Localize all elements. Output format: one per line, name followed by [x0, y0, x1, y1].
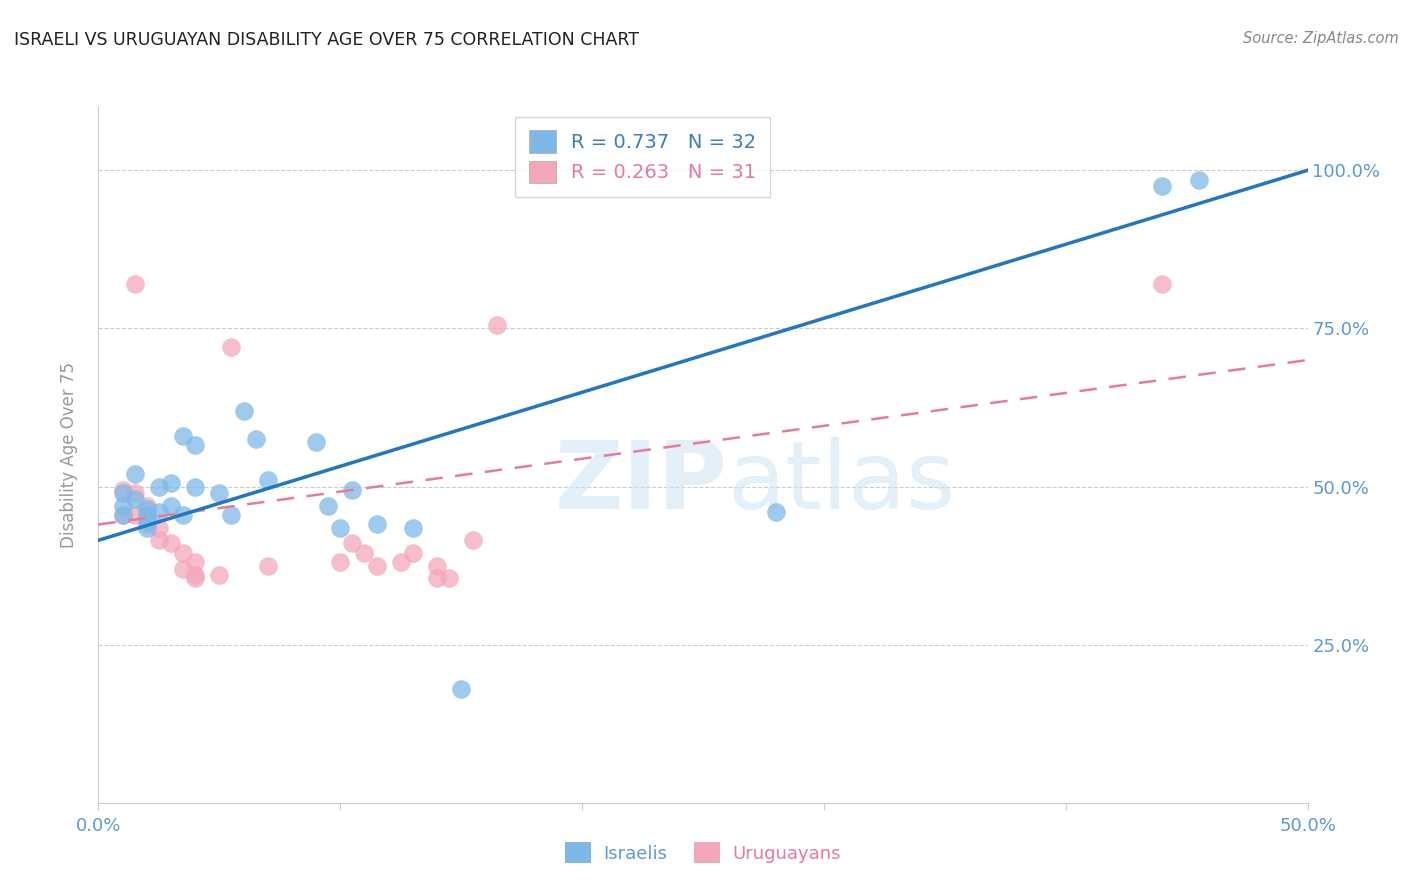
Point — [148, 521, 170, 535]
Point — [184, 438, 207, 452]
Point — [221, 340, 243, 354]
Point — [426, 571, 449, 585]
Point — [135, 501, 157, 516]
Point — [1152, 179, 1174, 194]
Point — [486, 318, 509, 333]
Point — [184, 568, 207, 582]
Point — [329, 556, 352, 570]
Point — [172, 546, 194, 560]
Point — [172, 562, 194, 576]
Point — [160, 536, 183, 550]
Point — [316, 499, 339, 513]
Legend: Israelis, Uruguayans: Israelis, Uruguayans — [558, 835, 848, 871]
Point — [111, 486, 134, 500]
Point — [184, 571, 207, 585]
Point — [111, 499, 134, 513]
Point — [366, 517, 388, 532]
Point — [160, 476, 183, 491]
Point — [184, 479, 207, 493]
Point — [426, 558, 449, 573]
Point — [135, 521, 157, 535]
Point — [389, 556, 412, 570]
Point — [450, 681, 472, 696]
Point — [111, 508, 134, 522]
Text: ISRAELI VS URUGUAYAN DISABILITY AGE OVER 75 CORRELATION CHART: ISRAELI VS URUGUAYAN DISABILITY AGE OVER… — [14, 31, 640, 49]
Point — [402, 546, 425, 560]
Point — [232, 403, 254, 417]
Point — [160, 499, 183, 513]
Point — [765, 505, 787, 519]
Point — [124, 486, 146, 500]
Point — [1188, 173, 1211, 187]
Y-axis label: Disability Age Over 75: Disability Age Over 75 — [59, 362, 77, 548]
Point — [305, 435, 328, 450]
Point — [111, 483, 134, 497]
Point — [124, 508, 146, 522]
Point — [437, 571, 460, 585]
Point — [245, 432, 267, 446]
Text: atlas: atlas — [727, 437, 956, 529]
Point — [402, 521, 425, 535]
Point — [463, 533, 485, 548]
Point — [221, 508, 243, 522]
Point — [172, 508, 194, 522]
Point — [342, 483, 364, 497]
Point — [208, 486, 231, 500]
Text: ZIP: ZIP — [554, 437, 727, 529]
Point — [111, 508, 134, 522]
Point — [184, 556, 207, 570]
Point — [342, 536, 364, 550]
Point — [135, 517, 157, 532]
Point — [124, 467, 146, 481]
Point — [329, 521, 352, 535]
Point — [135, 508, 157, 522]
Point — [172, 429, 194, 443]
Point — [208, 568, 231, 582]
Text: Source: ZipAtlas.com: Source: ZipAtlas.com — [1243, 31, 1399, 46]
Point — [256, 473, 278, 487]
Point — [256, 558, 278, 573]
Point — [135, 514, 157, 528]
Point — [148, 533, 170, 548]
Point — [135, 508, 157, 522]
Point — [124, 492, 146, 507]
Point — [1152, 277, 1174, 292]
Point — [135, 499, 157, 513]
Point — [124, 277, 146, 292]
Point — [148, 479, 170, 493]
Point — [353, 546, 375, 560]
Point — [366, 558, 388, 573]
Point — [148, 505, 170, 519]
